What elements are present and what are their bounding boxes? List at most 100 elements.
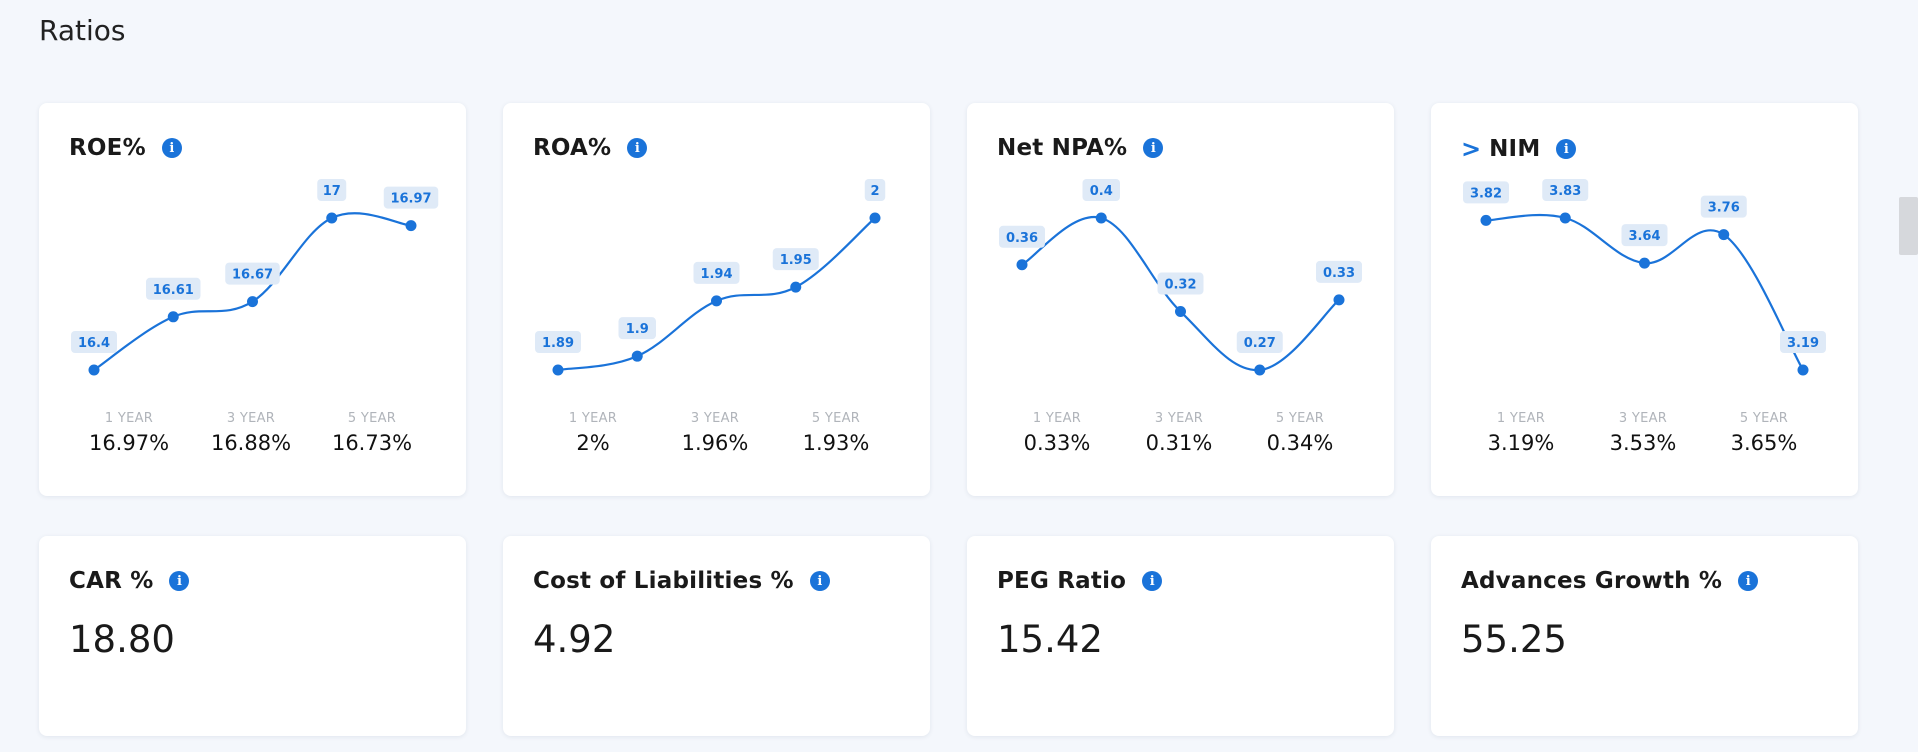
roe-card: ROE% i 16.4 16.61 16.67 17 16.97 1 YEAR 16.9… xyxy=(39,103,466,496)
net-npa-chart: 0.36 0.4 0.32 0.27 0.33 xyxy=(999,179,1362,376)
data-point xyxy=(167,311,179,323)
data-label-bg xyxy=(1780,331,1826,353)
period-value: 16.73% xyxy=(331,431,413,455)
period-label: 3 YEAR xyxy=(226,411,276,426)
series-line xyxy=(93,212,412,371)
data-label-bg xyxy=(864,179,886,201)
period-3-year: 3 YEAR 3.53% xyxy=(1573,411,1713,455)
data-label-bg xyxy=(1463,181,1509,204)
period-5-year: 5 YEAR 3.65% xyxy=(1694,411,1834,455)
period-1-year: 1 YEAR 2% xyxy=(523,411,663,455)
data-point xyxy=(552,364,564,376)
data-label: 16.61 xyxy=(153,283,194,298)
data-label: 3.76 xyxy=(1708,201,1740,216)
info-icon[interactable]: i xyxy=(169,571,190,591)
period-value: 16.97% xyxy=(88,431,170,455)
data-point xyxy=(1095,212,1107,224)
card-title: NIM xyxy=(1489,136,1541,162)
period-1-year: 1 YEAR 0.33% xyxy=(987,411,1127,455)
data-label: 16.67 xyxy=(232,268,273,283)
data-label-bg xyxy=(1157,272,1204,295)
data-point xyxy=(1797,364,1809,376)
data-label-bg xyxy=(693,261,740,284)
data-label-bg xyxy=(772,248,819,271)
card-title: Cost of Liabilities % xyxy=(533,568,794,594)
data-label-bg xyxy=(999,225,1045,248)
data-label: 1.94 xyxy=(700,267,732,282)
period-value: 1.93% xyxy=(802,431,870,455)
card-title: CAR % xyxy=(69,568,154,594)
period-1-year: 1 YEAR 3.19% xyxy=(1451,411,1591,455)
period-label: 1 YEAR xyxy=(1032,411,1082,426)
data-label: 3.83 xyxy=(1549,184,1581,199)
scrollbar-thumb[interactable] xyxy=(1899,197,1918,255)
data-label-bg xyxy=(1700,195,1747,218)
data-label-bg xyxy=(1542,179,1589,201)
period-3-year: 3 YEAR 16.88% xyxy=(181,411,321,455)
nim-card: > NIM i 3.82 3.83 3.64 3.76 3.19 1 YEAR 3.19… xyxy=(1431,103,1858,496)
period-label: 5 YEAR xyxy=(347,411,397,426)
period-value: 3.19% xyxy=(1487,431,1555,455)
data-point xyxy=(1016,259,1028,271)
data-point xyxy=(88,364,100,376)
info-icon[interactable]: i xyxy=(1143,138,1164,158)
data-label-bg xyxy=(71,331,117,353)
data-label-bg xyxy=(225,262,280,285)
period-label: 5 YEAR xyxy=(1275,411,1325,426)
data-label-bg xyxy=(317,179,347,201)
card-title: Net NPA% xyxy=(997,135,1128,161)
data-point xyxy=(1254,364,1266,376)
period-1-year: 1 YEAR 16.97% xyxy=(59,411,199,455)
data-label: 16.4 xyxy=(78,336,110,351)
period-value: 16.88% xyxy=(210,431,292,455)
period-label: 5 YEAR xyxy=(1739,411,1789,426)
info-icon[interactable]: i xyxy=(161,138,182,158)
roe-chart: 16.4 16.61 16.67 17 16.97 xyxy=(71,179,439,376)
data-label: 16.97 xyxy=(390,192,431,207)
data-label: 3.64 xyxy=(1628,229,1660,244)
period-value: 0.34% xyxy=(1266,431,1334,455)
net-npa-card: Net NPA% i 0.36 0.4 0.32 0.27 0.33 1 YEAR 0.… xyxy=(967,103,1394,496)
info-icon[interactable]: i xyxy=(627,138,648,158)
period-label: 3 YEAR xyxy=(1618,411,1668,426)
data-point xyxy=(405,220,417,232)
data-point xyxy=(1718,229,1730,241)
data-label: 1.95 xyxy=(780,253,812,268)
data-label-bg xyxy=(618,317,656,340)
data-label: 0.27 xyxy=(1244,336,1276,351)
data-label-bg xyxy=(1236,331,1283,353)
series-line xyxy=(557,217,876,372)
chevron-right-icon[interactable]: > xyxy=(1461,135,1482,163)
period-label: 1 YEAR xyxy=(104,411,154,426)
data-point xyxy=(1639,257,1650,269)
period-value: 1.96% xyxy=(681,431,749,455)
info-icon[interactable]: i xyxy=(809,571,830,591)
card-title: PEG Ratio xyxy=(997,568,1127,594)
period-5-year: 5 YEAR 16.73% xyxy=(302,411,442,455)
period-value: 3.65% xyxy=(1730,431,1798,455)
info-icon[interactable]: i xyxy=(1556,139,1577,159)
data-label-bg xyxy=(146,277,201,300)
data-label: 3.19 xyxy=(1787,336,1819,351)
car-card: CAR % i 18.80 xyxy=(39,536,466,736)
data-label: 1.89 xyxy=(542,336,574,351)
period-3-year: 3 YEAR 1.96% xyxy=(645,411,785,455)
period-label: 1 YEAR xyxy=(568,411,618,426)
period-value: 2% xyxy=(576,431,610,455)
data-point xyxy=(326,212,338,224)
data-point xyxy=(1480,214,1492,226)
data-label-bg xyxy=(383,186,439,209)
data-label: 0.36 xyxy=(1006,231,1038,246)
peg-ratio-card: PEG Ratio i 15.42 xyxy=(967,536,1394,736)
data-label: 2 xyxy=(870,184,879,199)
data-label: 17 xyxy=(323,184,341,199)
metric-value: 4.92 xyxy=(533,618,616,661)
data-point xyxy=(631,350,643,362)
data-label: 0.4 xyxy=(1090,184,1113,199)
info-icon[interactable]: i xyxy=(1738,571,1759,591)
info-icon[interactable]: i xyxy=(1142,571,1163,591)
data-point xyxy=(1559,212,1571,224)
advances-growth-card: Advances Growth % i 55.25 xyxy=(1431,536,1858,736)
period-value: 0.33% xyxy=(1023,431,1091,455)
data-point xyxy=(790,281,802,293)
